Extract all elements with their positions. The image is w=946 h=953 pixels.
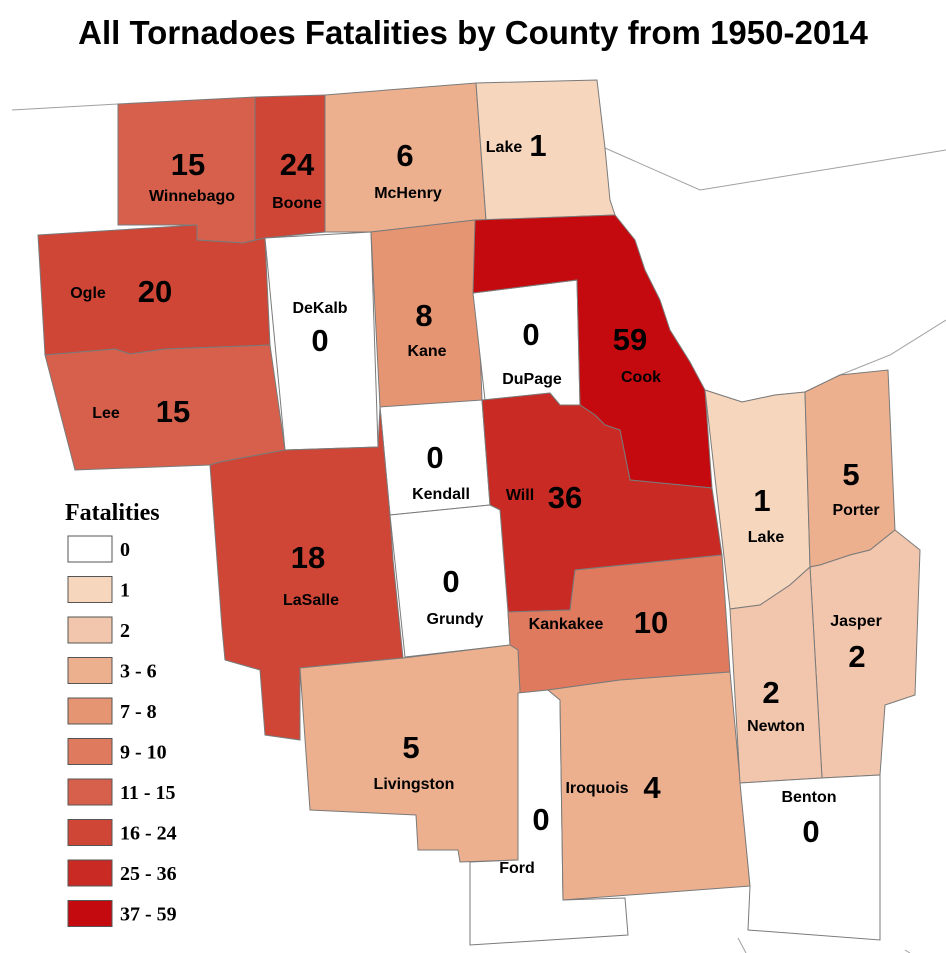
legend-label: 2 (120, 620, 130, 642)
county-value-lasalle: 18 (291, 540, 325, 575)
county-name-lee: Lee (92, 405, 120, 422)
legend-label: 11 - 15 (120, 782, 176, 804)
county-name-benton: Benton (781, 789, 836, 806)
county-value-jasper: 2 (848, 639, 865, 674)
legend-label: 37 - 59 (120, 904, 177, 926)
county-name-livingston: Livingston (374, 776, 455, 793)
legend: Fatalities 0 1 2 3 - 6 7 - 8 9 - 10 11 - 15 16 … (65, 500, 177, 927)
county-value-will: 36 (548, 480, 582, 515)
county-boone (254, 94, 326, 241)
county-value-winnebago: 15 (171, 147, 205, 182)
county-value-dupage: 0 (522, 317, 539, 352)
legend-swatch (67, 738, 113, 765)
county-value-ogle: 20 (138, 274, 172, 309)
legend-swatch (67, 576, 113, 603)
county-polygons (37, 79, 921, 946)
county-name-will: Will (506, 487, 534, 504)
county-value-kendall: 0 (426, 440, 443, 475)
county-value-iroquois: 4 (643, 770, 661, 805)
legend-label: 0 (120, 539, 130, 561)
legend-label: 25 - 36 (120, 863, 177, 885)
map-title: All Tornadoes Fatalities by County from … (78, 14, 868, 51)
county-name-boone: Boone (272, 195, 322, 212)
county-lee (44, 344, 286, 471)
county-labels: 15 Winnebago 24 Boone 6 McHenry Lake 1 O… (70, 128, 882, 877)
county-value-lee: 15 (156, 394, 190, 429)
legend-label: 9 - 10 (120, 742, 167, 764)
county-value-dekalb: 0 (311, 323, 328, 358)
county-name-kendall: Kendall (412, 486, 470, 503)
legend-title: Fatalities (65, 500, 160, 526)
county-value-porter: 5 (842, 457, 859, 492)
county-value-kane: 8 (415, 298, 432, 333)
legend-label: 1 (120, 580, 130, 602)
legend-swatch (67, 616, 113, 644)
county-benton (739, 774, 881, 941)
county-name-jasper: Jasper (830, 613, 882, 630)
legend-swatch (67, 657, 113, 684)
county-name-winnebago: Winnebago (149, 188, 235, 205)
county-value-newton: 2 (762, 675, 779, 710)
county-value-lake-in: 1 (753, 483, 770, 518)
legend-swatch (67, 778, 113, 806)
county-name-lasalle: LaSalle (283, 592, 339, 609)
county-name-lake-il: Lake (486, 139, 523, 156)
county-value-grundy: 0 (442, 564, 459, 599)
county-value-ford: 0 (532, 802, 549, 837)
county-value-boone: 24 (280, 147, 315, 182)
legend-swatch (67, 535, 113, 563)
legend-label: 16 - 24 (120, 823, 177, 845)
county-name-lake-in: Lake (748, 529, 785, 546)
county-name-grundy: Grundy (427, 611, 484, 628)
county-name-kankakee: Kankakee (529, 616, 604, 633)
county-value-livingston: 5 (402, 730, 419, 765)
county-value-kankakee: 10 (634, 605, 668, 640)
county-name-newton: Newton (747, 718, 805, 735)
county-name-ford: Ford (499, 860, 535, 877)
county-name-dekalb: DeKalb (292, 300, 347, 317)
county-name-iroquois: Iroquois (565, 780, 628, 797)
county-name-kane: Kane (407, 343, 446, 360)
legend-swatch (67, 697, 113, 725)
county-value-cook: 59 (613, 322, 647, 357)
county-name-ogle: Ogle (70, 285, 106, 302)
county-value-lake-il: 1 (529, 128, 546, 163)
legend-swatch (67, 900, 113, 927)
county-name-cook: Cook (621, 369, 661, 386)
county-value-mchenry: 6 (396, 138, 413, 173)
county-name-mchenry: McHenry (374, 185, 442, 202)
county-value-benton: 0 (802, 814, 819, 849)
county-name-dupage: DuPage (502, 371, 562, 388)
legend-label: 7 - 8 (120, 701, 157, 723)
county-name-porter: Porter (832, 502, 879, 519)
legend-swatch (67, 819, 113, 846)
legend-label: 3 - 6 (120, 661, 157, 683)
legend-swatch (67, 859, 113, 887)
